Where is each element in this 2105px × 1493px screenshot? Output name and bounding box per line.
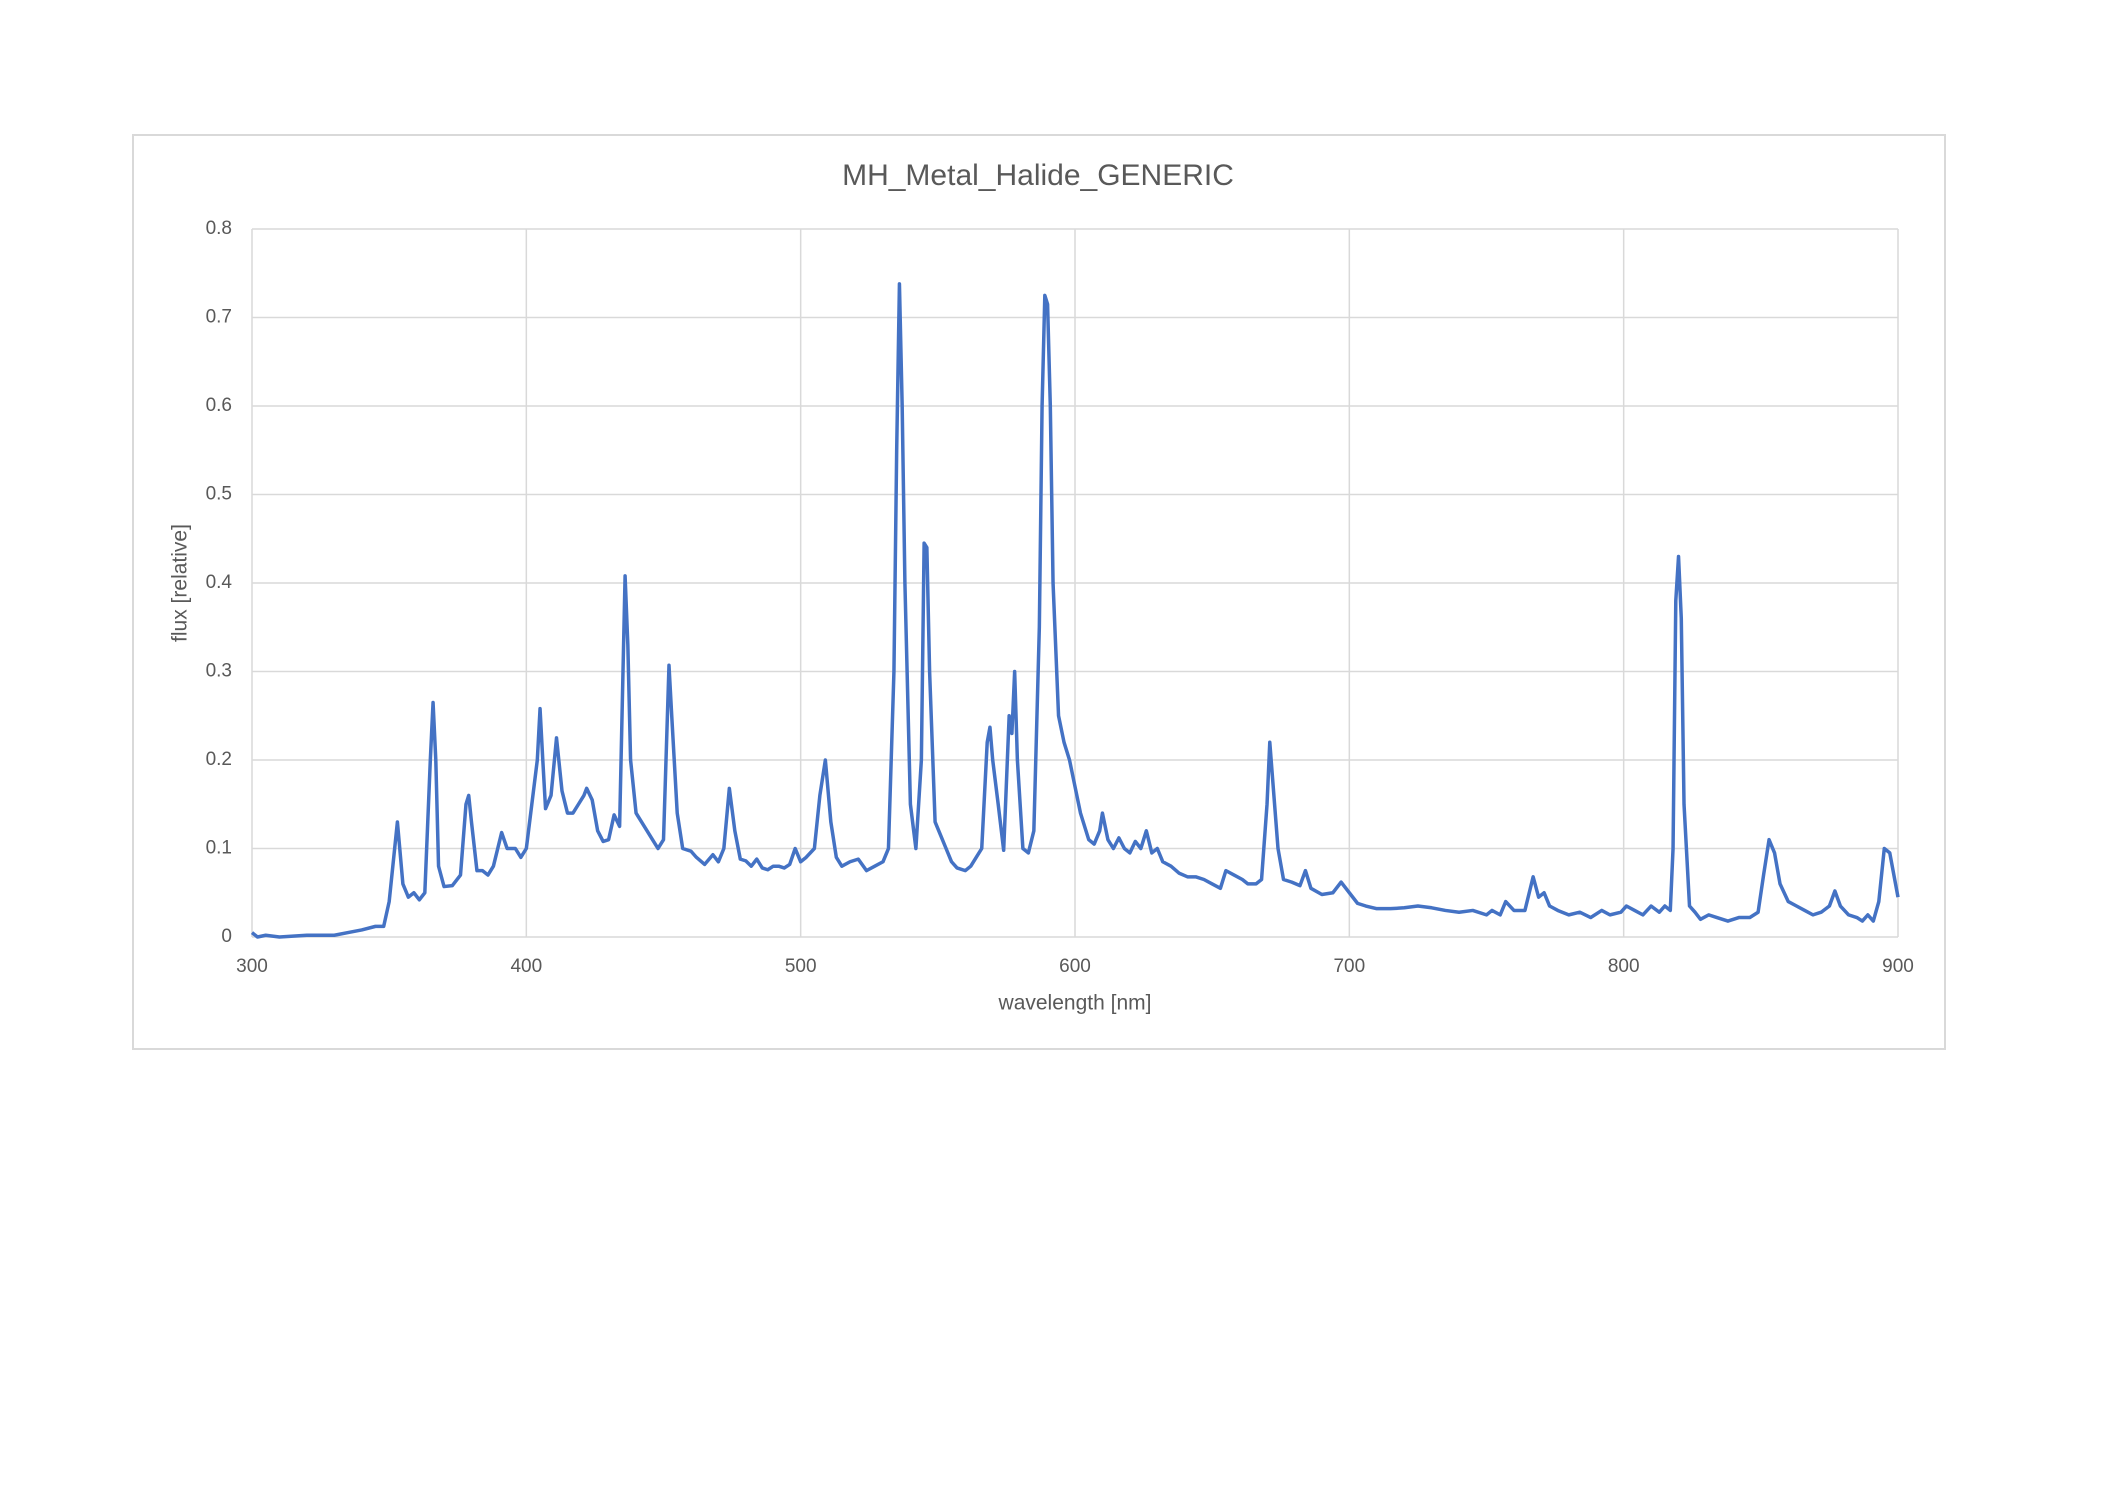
y-tick-label: 0.1 [206,838,232,859]
y-tick-label: 0.6 [206,395,232,416]
x-tick-label: 900 [1882,956,1914,977]
x-tick-label: 500 [785,956,817,977]
y-tick-label: 0.8 [206,218,232,239]
x-tick-label: 700 [1333,956,1365,977]
y-tick-label: 0.4 [206,572,233,593]
y-tick-label: 0.5 [206,484,232,505]
x-tick-label: 300 [236,956,268,977]
y-tick-label: 0.7 [206,307,232,328]
y-tick-label: 0.3 [206,661,232,682]
y-tick-label: 0.2 [206,749,232,770]
x-tick-label: 800 [1608,956,1640,977]
y-axis-title: flux [relative] [169,524,192,642]
chart-title: MH_Metal_Halide_GENERIC [842,159,1234,192]
spectrum-line [250,282,1900,939]
x-tick-label: 400 [510,956,542,977]
x-axis-title: wavelength [nm] [998,992,1152,1015]
y-tick-label: 0 [221,926,232,947]
x-tick-label: 600 [1059,956,1091,977]
